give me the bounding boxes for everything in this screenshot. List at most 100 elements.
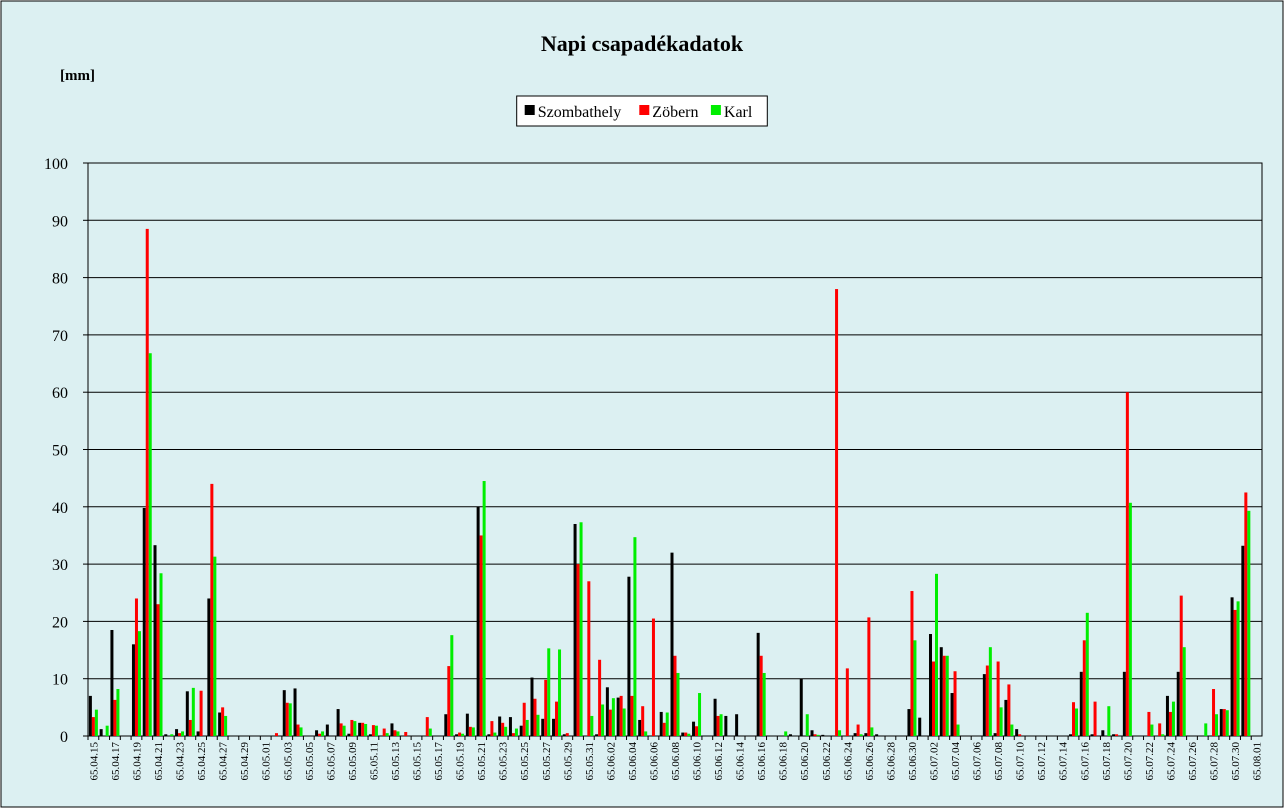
bar [641, 706, 645, 736]
bar [1107, 706, 1111, 736]
bar [218, 712, 222, 736]
x-tick-label: 65.07.08 [993, 742, 1005, 781]
bar [1158, 723, 1162, 736]
bar [684, 732, 688, 736]
bar [999, 707, 1003, 736]
bar [145, 228, 149, 736]
bar [784, 731, 788, 736]
bar [630, 695, 634, 736]
bar [364, 723, 368, 736]
bar [605, 687, 609, 736]
bar [504, 726, 508, 736]
bar [444, 714, 448, 736]
x-tick-label: 65.04.17 [110, 742, 122, 781]
bar [1069, 734, 1073, 736]
bar [945, 655, 949, 736]
bar [1115, 734, 1119, 736]
y-tick-label: 50 [52, 443, 68, 460]
bar [221, 707, 225, 736]
bar [1085, 612, 1089, 736]
bar [210, 483, 214, 736]
bar [358, 722, 362, 736]
x-tick-label: 65.05.03 [282, 742, 294, 781]
y-tick-label: 0 [60, 729, 68, 746]
bar [1072, 702, 1076, 736]
bar [595, 734, 599, 736]
bar [514, 728, 518, 736]
bar [1225, 710, 1229, 736]
bar [188, 719, 192, 736]
bar [224, 715, 228, 736]
bar [207, 598, 211, 736]
bar [1204, 723, 1208, 736]
bar [816, 734, 820, 736]
bar [350, 719, 354, 736]
x-tick-label: 65.06.14 [735, 742, 747, 781]
x-tick-label: 65.06.02 [605, 742, 617, 781]
bar [1182, 647, 1186, 736]
bar [336, 709, 340, 736]
x-tick-label: 65.05.23 [498, 742, 510, 781]
x-tick-label: 65.06.04 [627, 742, 639, 781]
x-tick-label: 65.05.15 [412, 742, 424, 781]
bar [622, 708, 626, 736]
y-axis-label: [mm] [60, 68, 95, 84]
bar [318, 733, 322, 736]
x-tick-label: 65.07.22 [1144, 742, 1156, 781]
bar [1128, 502, 1132, 736]
x-tick-label: 65.05.31 [584, 742, 596, 781]
bar [931, 661, 935, 736]
bar [579, 522, 583, 736]
bar [511, 733, 515, 736]
x-tick-label: 65.08.01 [1252, 742, 1264, 781]
x-tick-label: 65.07.02 [928, 742, 940, 781]
x-tick-label: 65.07.28 [1209, 742, 1221, 781]
bar [142, 507, 146, 736]
bar [88, 695, 92, 736]
x-tick-label: 65.05.11 [368, 742, 380, 780]
bar [105, 725, 109, 736]
bar [651, 618, 655, 736]
bar [788, 734, 792, 736]
bar [1079, 671, 1083, 736]
bar [1075, 708, 1079, 736]
legend-label: Karl [724, 104, 753, 121]
bar [673, 655, 677, 736]
bar [875, 734, 879, 736]
bar [530, 677, 534, 736]
bar [153, 545, 157, 736]
bar [315, 730, 319, 736]
bar [544, 679, 548, 736]
bar [185, 691, 189, 736]
x-tick-label: 65.05.19 [455, 742, 467, 781]
bar [1236, 601, 1240, 736]
bar [288, 703, 292, 736]
bar [1082, 640, 1086, 736]
y-tick-label: 40 [52, 500, 68, 517]
bar [390, 723, 394, 736]
bar [687, 733, 691, 736]
bar [867, 617, 871, 736]
x-tick-label: 65.05.13 [390, 742, 402, 781]
bar [665, 712, 669, 736]
chart-title: Napi csapadékadatok [541, 31, 744, 56]
bar [1161, 734, 1165, 736]
x-tick-label: 65.05.05 [304, 742, 316, 781]
bar [1244, 492, 1248, 736]
bar [137, 631, 141, 736]
bar [821, 734, 825, 736]
bar [116, 689, 120, 736]
y-tick-label: 20 [52, 614, 68, 631]
bar [461, 733, 465, 736]
bar [1018, 734, 1022, 736]
bar [565, 733, 569, 736]
x-tick-label: 65.06.28 [885, 742, 897, 781]
bar [94, 709, 98, 736]
bar [196, 731, 200, 736]
y-tick-label: 90 [52, 213, 68, 230]
x-tick-label: 65.04.21 [153, 742, 165, 781]
x-tick-label: 65.06.18 [778, 742, 790, 781]
bar [698, 693, 702, 736]
x-tick-label: 65.06.06 [648, 742, 660, 781]
